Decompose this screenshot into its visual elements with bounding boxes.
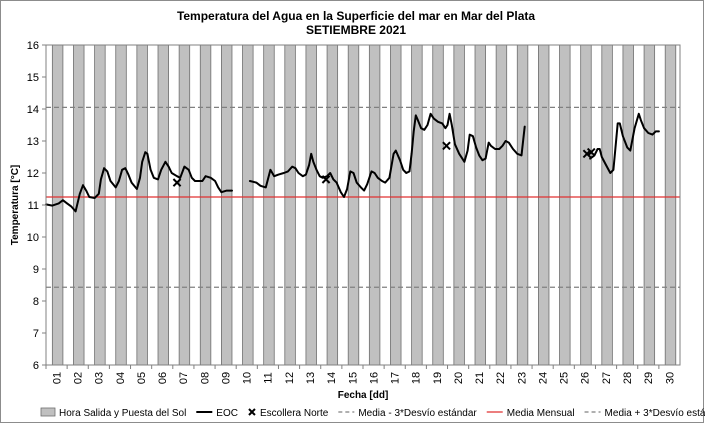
x-tick-label-25: 26 — [580, 372, 592, 384]
y-axis-label: Temperatura [°C] — [10, 165, 21, 246]
y-tick-label-6: 12 — [27, 168, 39, 180]
reference-lines — [46, 106, 680, 288]
legend-label-low: Media - 3*Desvío estándar — [358, 408, 477, 419]
escollera-marker-3 — [442, 141, 451, 151]
y-tick-label-4: 10 — [27, 232, 39, 244]
x-axis-label: Fecha [dd] — [338, 390, 389, 401]
y-tick-label-2: 8 — [33, 296, 39, 308]
legend-label-mean: Media Mensual — [507, 408, 575, 419]
x-tick-label-17: 18 — [411, 372, 423, 384]
eoc-line-segment-3 — [589, 112, 660, 174]
x-tick-label-7: 08 — [199, 372, 211, 384]
y-axis-ticks: 6 7 8 9 10 11 12 13 14 15 16 — [27, 40, 46, 372]
daylight-bar-14 — [326, 44, 339, 366]
escollera-marker-5 — [586, 147, 596, 157]
legend: Hora Salida y Puesta del Sol EOC Escollera… — [40, 407, 705, 419]
x-tick-label-9: 10 — [242, 372, 254, 384]
escollera-marker-2 — [321, 175, 331, 184]
y-tick-label-7: 13 — [27, 136, 39, 148]
daylight-bar-17 — [390, 44, 402, 366]
legend-swatch-daylight — [40, 407, 56, 417]
daylight-bar-15 — [347, 44, 360, 366]
y-tick-label-1: 7 — [33, 328, 39, 340]
daylight-bar-18 — [411, 44, 423, 366]
daylight-bar-25 — [559, 44, 571, 366]
x-tick-label-10: 11 — [263, 372, 275, 383]
y-tick-label-9: 15 — [27, 72, 39, 84]
y-tick-label-0: 6 — [33, 360, 39, 372]
legend-label-daylight: Hora Salida y Puesta del Sol — [59, 408, 186, 419]
daylight-bar-13 — [305, 44, 317, 366]
x-tick-label-5: 06 — [157, 372, 169, 384]
daylight-bar-3 — [94, 44, 106, 366]
daylight-bar-19 — [432, 44, 444, 366]
eoc-line-segment-1 — [45, 151, 233, 213]
chart-title: Temperatura del Agua en la Superficie de… — [177, 9, 535, 23]
x-tick-label-14: 15 — [347, 372, 359, 384]
legend-swatch-escollera — [248, 408, 256, 416]
y-tick-label-10: 16 — [27, 40, 39, 52]
x-tick-label-12: 13 — [305, 372, 317, 384]
chart-subtitle: SETIEMBRE 2021 — [306, 23, 406, 37]
x-tick-label-13: 14 — [326, 372, 338, 384]
plot-area — [46, 45, 680, 365]
daylight-bar-27 — [601, 44, 613, 366]
x-tick-label-23: 24 — [537, 372, 549, 384]
daylight-bar-26 — [580, 44, 592, 366]
x-tick-label-4: 05 — [136, 372, 148, 384]
daylight-bar-16 — [368, 44, 381, 366]
daylight-bar-11 — [263, 44, 275, 366]
daylight-bar-29 — [643, 44, 656, 366]
daylight-bar-23 — [516, 44, 529, 366]
daylight-bar-2 — [73, 44, 85, 366]
y-tick-label-3: 9 — [33, 264, 39, 276]
x-tick-label-15: 16 — [368, 372, 380, 384]
daylight-bar-6 — [157, 44, 169, 366]
x-tick-label-3: 04 — [115, 372, 127, 384]
x-tick-label-16: 17 — [390, 372, 402, 384]
x-tick-label-11: 12 — [284, 372, 296, 384]
x-tick-label-1: 02 — [73, 372, 85, 384]
x-tick-label-29: 30 — [664, 372, 676, 384]
x-tick-label-6: 07 — [178, 372, 190, 384]
legend-label-high: Media + 3*Desvío estándar — [605, 408, 705, 419]
x-axis-ticks: 01 02 03 04 05 06 07 08 09 10 11 12 13 14 15 16 17 18 19 20… — [45, 365, 676, 384]
daylight-bar-4 — [115, 44, 127, 366]
y-tick-label-5: 11 — [28, 200, 39, 212]
daylight-bar-7 — [178, 44, 191, 366]
x-tick-label-21: 22 — [495, 372, 507, 384]
daylight-bar-10 — [242, 44, 254, 366]
daylight-bar-21 — [474, 44, 486, 366]
x-tick-label-28: 29 — [643, 372, 655, 384]
escollera-marker-1 — [172, 178, 182, 187]
y-tick-label-8: 14 — [27, 104, 39, 116]
legend-label-escollera: Escollera Norte — [260, 408, 329, 419]
escollera-markers — [172, 141, 596, 187]
eoc-line-segment-2 — [248, 112, 526, 198]
legend-label-eoc: EOC — [216, 408, 238, 419]
x-tick-label-18: 19 — [432, 372, 444, 384]
daylight-bar-20 — [453, 44, 465, 366]
daylight-bar-28 — [622, 44, 634, 366]
daylight-bar-12 — [284, 44, 296, 366]
daylight-bar-30 — [664, 44, 677, 366]
daylight-bar-8 — [199, 44, 212, 366]
daylight-bar-24 — [538, 44, 550, 366]
x-tick-label-8: 09 — [220, 372, 232, 384]
temperature-series — [45, 112, 660, 213]
x-tick-label-27: 28 — [622, 372, 634, 384]
daylight-bar-5 — [136, 44, 148, 366]
x-tick-label-26: 27 — [601, 372, 613, 384]
x-tick-label-0: 01 — [51, 372, 63, 384]
x-tick-label-24: 25 — [559, 372, 571, 384]
x-tick-label-19: 20 — [453, 372, 465, 384]
daylight-bar-22 — [495, 44, 508, 366]
x-tick-label-2: 03 — [94, 372, 106, 384]
x-tick-label-22: 23 — [516, 372, 528, 384]
daylight-bar-9 — [221, 44, 233, 366]
x-tick-label-20: 21 — [474, 372, 486, 384]
